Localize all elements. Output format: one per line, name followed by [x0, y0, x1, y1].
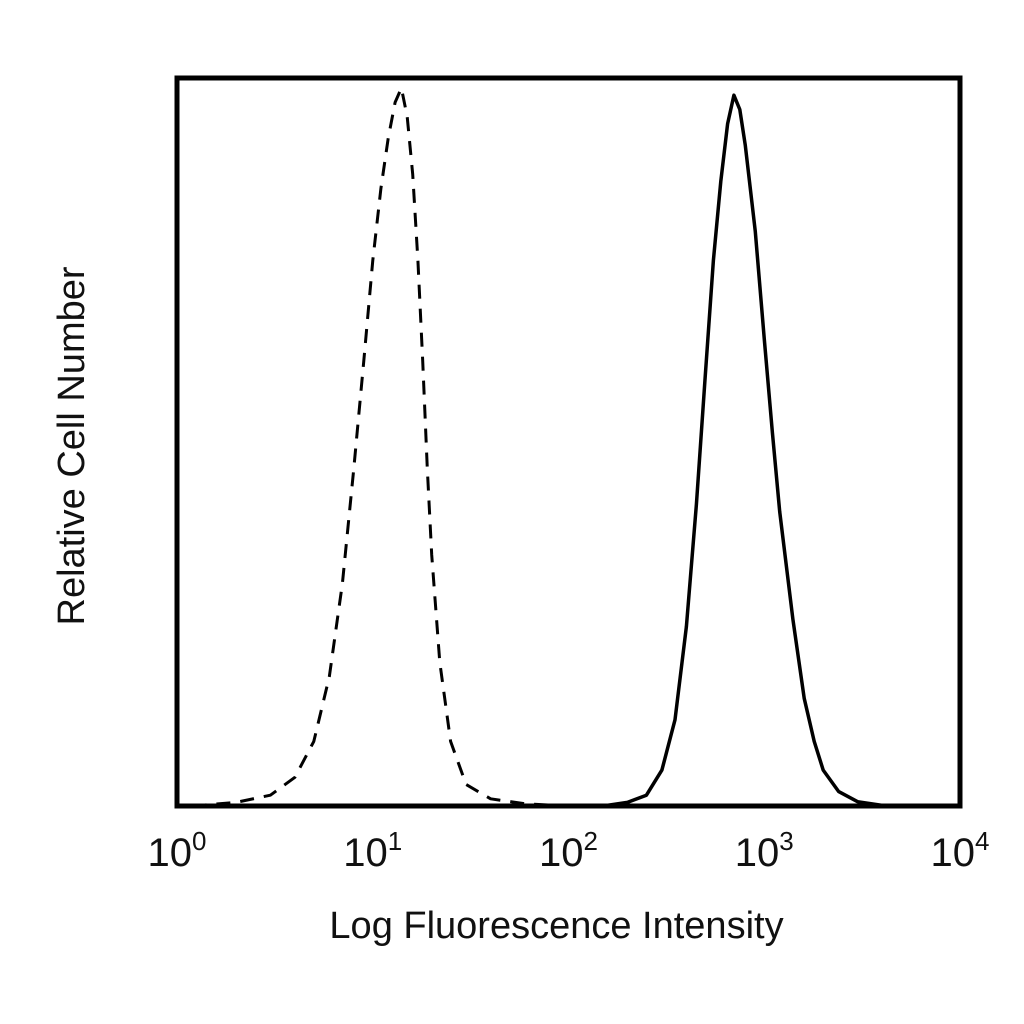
series-layer — [192, 86, 902, 808]
x-tick-label: 101 — [343, 826, 402, 875]
x-tick-label: 100 — [148, 826, 207, 875]
x-tick-label: 103 — [735, 826, 794, 875]
x-tick-label: 102 — [539, 826, 598, 875]
x-tick-label: 104 — [931, 826, 990, 875]
plot-area-frame — [174, 75, 963, 809]
histogram-series-solid — [602, 93, 902, 808]
x-axis-label: Log Fluorescence Intensity — [329, 905, 783, 947]
y-axis-label: Relative Cell Number — [51, 266, 93, 625]
histogram-series-dashed — [192, 86, 569, 808]
x-axis-ticks: 100 101 102 103 104 — [148, 826, 990, 875]
